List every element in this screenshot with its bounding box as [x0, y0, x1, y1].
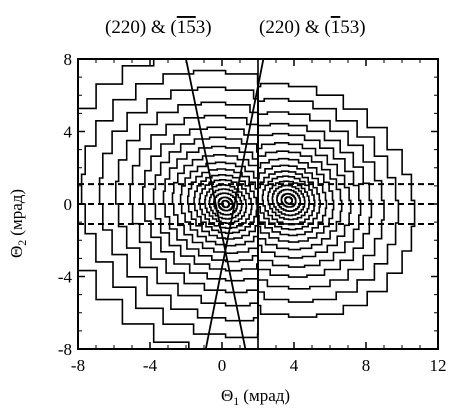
contour-ring-peak2-16: [284, 196, 293, 205]
contour-ring-peak2-2: [257, 97, 400, 303]
contour-lines: [78, 59, 416, 349]
y-tick-label: 8: [64, 50, 73, 69]
x-tick-label: 8: [362, 356, 371, 375]
y-tick-label: 4: [64, 123, 73, 142]
axis-tick-labels: -8 -4 0 4 8 12 8 4 0 -4 -8: [58, 50, 447, 375]
contour-ring-peak1-11: [187, 168, 259, 240]
title-right: (220) & (153): [259, 17, 366, 38]
x-tick-label: 4: [290, 356, 299, 375]
contour-ring-peak2-12: [267, 180, 311, 221]
contour-ring-peak2-10: [257, 170, 321, 231]
axis-ticks: [77, 58, 439, 350]
title-left-overbar-digits: 15: [177, 17, 196, 38]
title-right-overbar-digit: 1: [331, 17, 341, 38]
y-tick-label: -8: [58, 340, 72, 359]
contour-ring-peak2-11: [261, 175, 316, 226]
x-tick-label: -4: [143, 356, 158, 375]
contour-ring-peak2-14: [276, 188, 302, 212]
x-tick-label: 12: [430, 356, 447, 375]
reference-lines: [78, 59, 438, 349]
solid-line-1: [185, 59, 247, 349]
contour-ring-peak2-13: [271, 184, 306, 217]
solid-line-2: [204, 59, 265, 349]
contour-ring-peak2-15: [280, 192, 297, 208]
x-axis-label: Θ1 (мрад): [221, 386, 290, 408]
y-tick-label: -4: [58, 268, 73, 287]
x-tick-label: 0: [218, 356, 227, 375]
y-tick-label: 0: [64, 195, 73, 214]
y-axis-label: Θ2(мрад): [7, 189, 29, 258]
contour-ring-peak1-14: [204, 184, 248, 224]
contour-ring-peak1-4: [115, 101, 259, 307]
x-tick-label: -8: [71, 356, 85, 375]
title-left: (220) & (153): [105, 17, 212, 38]
